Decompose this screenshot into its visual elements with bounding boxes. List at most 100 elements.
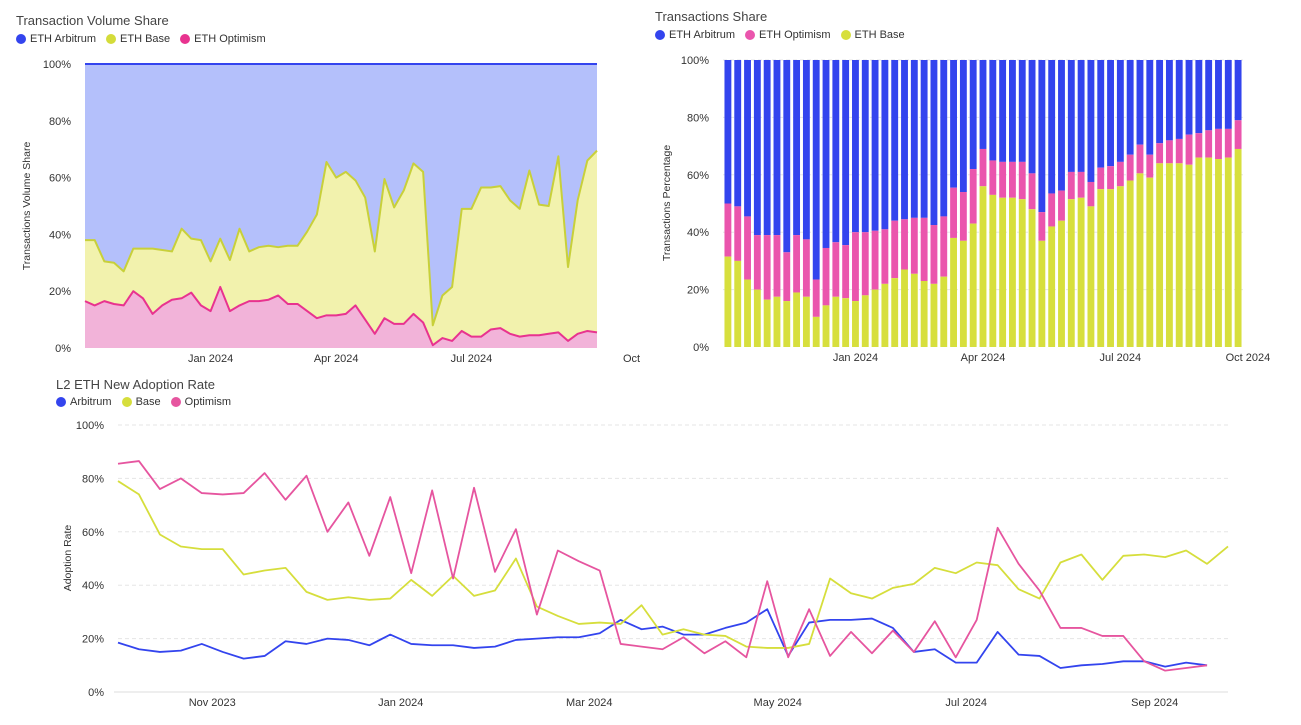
x-tick-label: Jul 2024 [451, 353, 493, 365]
bar-base [744, 279, 751, 347]
y-tick-label: 60% [687, 170, 709, 182]
y-tick-label: 20% [49, 286, 71, 298]
bar-arbitrum [871, 60, 879, 231]
transactions-share-title: Transactions Share [655, 9, 768, 24]
bar-base [822, 305, 830, 347]
bar-base [1234, 148, 1242, 347]
bar-base [1067, 199, 1075, 347]
y-tick-label: 80% [49, 116, 71, 128]
bar-optimism [1215, 128, 1222, 160]
y-tick-label: 80% [82, 473, 104, 485]
bar-base [959, 240, 967, 347]
legend-item-arbitrum[interactable]: Arbitrum [56, 396, 112, 408]
bar-arbitrum [724, 60, 732, 204]
bar-base [1224, 157, 1232, 347]
transactions-share-legend: ETH Arbitrum ETH Optimism ETH Base [655, 29, 905, 41]
adoption-rate-chart: 0% 20% 40% 60% 80% 100% Nov 2023 Jan 2024 Mar 20… [62, 420, 1229, 709]
bar-arbitrum [999, 60, 1007, 162]
bar-arbitrum [1175, 60, 1183, 139]
legend-item-base[interactable]: ETH Base [840, 29, 905, 41]
series-line-optimism [117, 460, 1208, 672]
y-axis-label: Transactions Percentage [661, 145, 673, 262]
bar-base [1126, 180, 1134, 347]
series-line-arbitrum [117, 608, 1208, 669]
x-tick-label: Jan 2024 [378, 697, 423, 709]
bar-optimism [979, 148, 987, 187]
bar-optimism [969, 169, 977, 224]
legend-item-arbitrum[interactable]: ETH Arbitrum [655, 29, 735, 41]
legend-item-arbitrum[interactable]: ETH Arbitrum [16, 33, 96, 45]
volume-share-chart: 0% 20% 40% 60% 80% 100% Jan 2024 Apr 2024 Jul 20… [21, 59, 640, 365]
legend-label: ETH Arbitrum [669, 29, 736, 41]
bar-optimism [1107, 166, 1114, 190]
legend-item-optimism[interactable]: ETH Optimism [180, 33, 266, 45]
bar-base [793, 292, 801, 347]
y-tick-label: 0% [55, 343, 71, 355]
legend-item-base[interactable]: ETH Base [106, 33, 170, 45]
bar-arbitrum [1185, 60, 1193, 135]
bar-optimism [822, 247, 830, 306]
y-axis-label: Adoption Rate [62, 525, 74, 592]
bar-arbitrum [1205, 60, 1213, 131]
bar-arbitrum [1067, 60, 1075, 172]
bar-arbitrum [930, 60, 938, 226]
bar-arbitrum [920, 60, 928, 218]
bar-base [871, 289, 879, 347]
adoption-rate-legend: Arbitrum Base Optimism [56, 396, 231, 408]
bar-optimism [959, 192, 967, 241]
bar-base [969, 223, 977, 347]
bar-optimism [861, 232, 869, 296]
bar-base [1215, 159, 1222, 347]
bar-optimism [901, 219, 908, 270]
bar-optimism [1097, 167, 1105, 190]
bar-arbitrum [881, 60, 889, 230]
bar-optimism [1126, 154, 1134, 181]
bar-optimism [1048, 193, 1056, 227]
bar-arbitrum [1028, 60, 1036, 174]
bar-optimism [891, 220, 899, 279]
bar-arbitrum [822, 60, 830, 248]
bar-base [1146, 177, 1154, 347]
legend-item-base[interactable]: Base [121, 396, 161, 408]
arbitrum-dot-icon [56, 397, 66, 407]
y-tick-label: 40% [687, 227, 709, 239]
y-tick-label: 60% [82, 527, 104, 539]
bar-base [920, 280, 928, 347]
bar-arbitrum [1234, 60, 1242, 121]
volume-share-title: Transaction Volume Share [16, 13, 169, 28]
bar-optimism [1146, 154, 1154, 178]
x-tick-label: Jul 2024 [1100, 352, 1142, 364]
bar-base [901, 269, 908, 347]
bar-optimism [1165, 140, 1173, 164]
legend-item-optimism[interactable]: Optimism [170, 396, 231, 408]
bar-base [1038, 240, 1046, 347]
bar-arbitrum [969, 60, 977, 170]
x-tick-label: Oct 2024 [623, 353, 640, 365]
bar-optimism [920, 217, 928, 281]
bar-arbitrum [1038, 60, 1046, 213]
legend-label: ETH Base [854, 29, 905, 41]
bar-optimism [1028, 173, 1036, 210]
bar-arbitrum [1156, 60, 1164, 144]
bar-base [1087, 206, 1095, 347]
bar-base [832, 296, 840, 347]
bar-optimism [793, 235, 801, 293]
bar-optimism [871, 230, 879, 290]
legend-label: Arbitrum [70, 396, 112, 408]
y-tick-label: 100% [43, 59, 71, 71]
legend-label: ETH Base [120, 33, 171, 45]
bar-base [979, 186, 987, 347]
bar-base [1136, 173, 1144, 347]
bar-optimism [1077, 171, 1085, 198]
bar-arbitrum [950, 60, 957, 188]
bar-arbitrum [1018, 60, 1026, 162]
legend-label: ETH Optimism [759, 29, 831, 41]
legend-label: Base [135, 396, 161, 408]
area-optimism [85, 286, 597, 348]
legend-item-optimism[interactable]: ETH Optimism [745, 29, 831, 41]
bar-optimism [1195, 133, 1203, 158]
series-line-base [85, 149, 598, 327]
series-line-optimism [84, 285, 598, 347]
transactions-share-chart: 0% 20% 40% 60% 80% 100% Jan 2024 Apr 2024 Jul 20… [661, 55, 1270, 364]
bar-optimism [1175, 138, 1183, 164]
